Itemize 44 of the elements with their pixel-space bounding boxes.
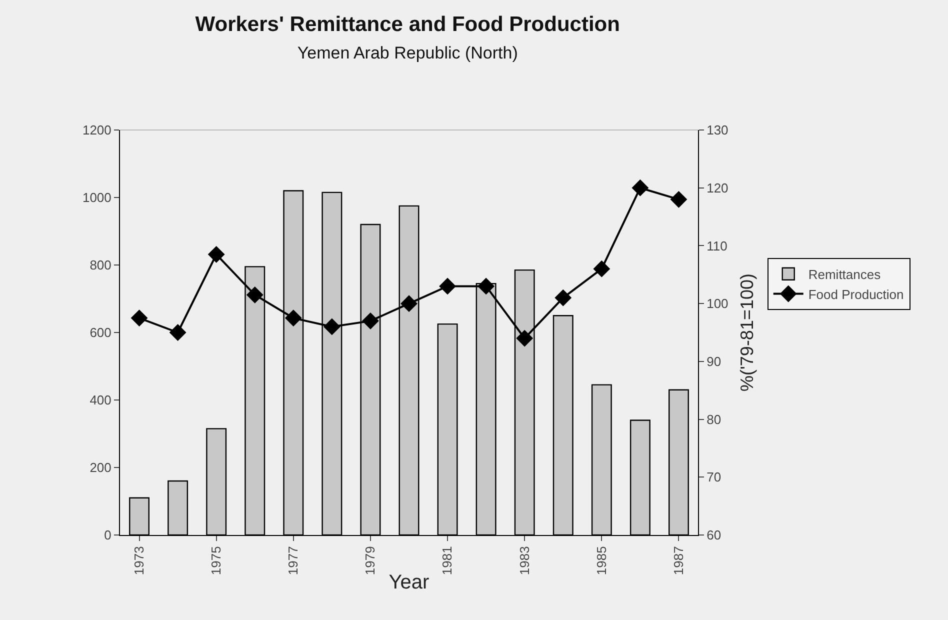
y2-tick-label: 100 [706, 296, 728, 312]
x-tick-label: 1983 [516, 546, 532, 576]
x-tick-label: 1973 [131, 546, 146, 576]
point [169, 324, 186, 341]
point [246, 286, 264, 304]
y-tick-label: 600 [90, 325, 112, 340]
point [516, 330, 534, 347]
y-tick-label: 0 [104, 528, 112, 543]
y-tick-label: 800 [90, 258, 112, 273]
y2-tick-label: 90 [706, 354, 722, 369]
point [554, 289, 572, 306]
point [670, 190, 688, 208]
y2-axis-title: %('79-81=100) [737, 273, 757, 392]
x-tick-label: 1981 [440, 546, 455, 576]
point [478, 278, 495, 295]
x-tick-label: 1985 [594, 546, 609, 576]
point [362, 312, 379, 330]
y2-tick-label: 80 [706, 412, 722, 427]
chart-title: Workers' Remittance and Food Production [195, 13, 620, 36]
y-tick-label: 1000 [82, 190, 112, 206]
x-tick-label: 1975 [208, 546, 224, 576]
point [632, 179, 649, 196]
point [284, 310, 302, 326]
x-tick-label: 1979 [362, 546, 378, 576]
y-tick-label: 1200 [82, 122, 112, 138]
y-tick-label: 400 [90, 392, 112, 408]
legend-label: Food Production [808, 286, 904, 302]
point [400, 295, 418, 312]
y2-tick-label: 110 [706, 238, 728, 254]
x-tick-label: 1977 [286, 546, 301, 576]
y-tick-label: 200 [90, 460, 112, 476]
y2-tick-label: 60 [706, 528, 722, 543]
point [208, 246, 225, 263]
x-axis-title: Year [388, 572, 430, 594]
legend-label: Remittances [808, 266, 882, 282]
x-tick-label: 1987 [670, 546, 686, 576]
point [323, 318, 340, 336]
y2-tick-label: 70 [706, 470, 722, 485]
point [439, 278, 456, 295]
point [130, 310, 148, 326]
chart-subtitle: Yemen Arab Republic (North) [297, 43, 518, 62]
y2-tick-label: 130 [706, 122, 728, 138]
y2-tick-label: 120 [706, 180, 728, 196]
point [593, 260, 610, 278]
